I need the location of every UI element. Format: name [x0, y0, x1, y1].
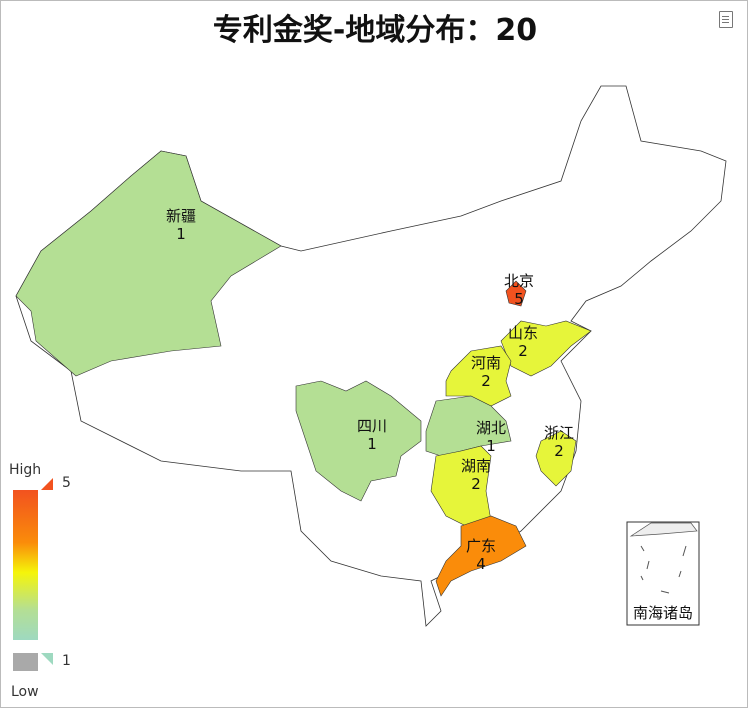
south-china-sea-inset: 南海诸岛	[626, 521, 700, 626]
region-value-label: 4	[476, 555, 486, 573]
visual-map-low-handle[interactable]	[39, 651, 99, 681]
data-view-icon[interactable]	[719, 11, 733, 28]
region-0[interactable]	[15, 150, 282, 377]
visual-map-min: 1	[62, 653, 71, 669]
region-value-label: 5	[514, 290, 524, 308]
region-2[interactable]	[500, 320, 592, 377]
visual-map-bar[interactable]	[13, 490, 38, 640]
region-name-label: 湖南	[461, 457, 491, 475]
region-value-label: 1	[367, 435, 377, 453]
visual-map-high-handle[interactable]	[39, 476, 99, 506]
region-name-label: 湖北	[476, 419, 506, 437]
visual-map-max: 5	[62, 475, 71, 491]
region-name-label: 山东	[508, 324, 538, 342]
region-value-label: 1	[176, 225, 186, 243]
region-name-label: 浙江	[544, 424, 574, 442]
region-name-label: 北京	[504, 272, 534, 290]
region-5[interactable]	[535, 430, 577, 487]
region-3[interactable]	[445, 345, 512, 407]
region-value-label: 2	[471, 475, 481, 493]
region-6[interactable]	[295, 380, 422, 502]
region-name-label: 河南	[471, 354, 501, 372]
region-name-label: 新疆	[166, 207, 196, 225]
region-name-label: 四川	[357, 417, 387, 435]
chart-title: 专利金奖-地域分布：20	[212, 13, 538, 48]
visual-map-high-text: High	[9, 462, 42, 478]
region-1[interactable]	[505, 280, 527, 307]
region-7[interactable]	[430, 445, 492, 527]
region-value-label: 2	[554, 442, 564, 460]
region-name-label: 广东	[466, 537, 496, 555]
visual-map-out-of-range	[13, 653, 38, 671]
region-8[interactable]	[435, 515, 527, 597]
region-value-label: 2	[481, 372, 491, 390]
region-value-label: 1	[486, 437, 496, 455]
inset-label: 南海诸岛	[633, 604, 693, 622]
region-value-label: 2	[518, 342, 528, 360]
visual-map-low-text: Low	[11, 684, 39, 700]
